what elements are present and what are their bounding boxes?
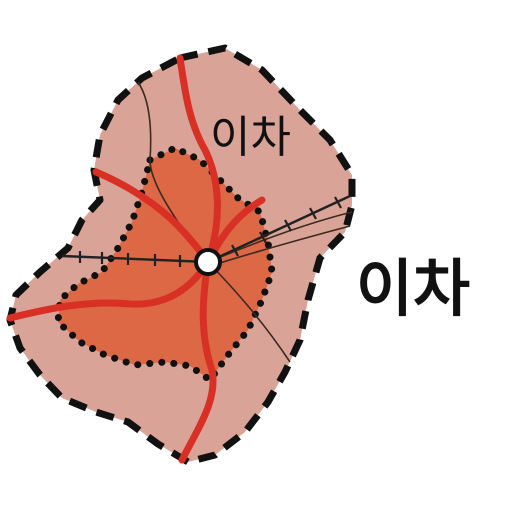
- center-node: [194, 248, 222, 276]
- outer-zone-label: 이차: [356, 252, 471, 325]
- major-road-north: [176, 54, 221, 266]
- railway-east: [207, 194, 351, 264]
- major-road-south: [178, 258, 217, 464]
- railway-west: [61, 254, 209, 264]
- railway-ticks: [78, 196, 342, 267]
- inner-zone-label: 이차: [210, 112, 291, 163]
- major-road-west: [6, 258, 212, 322]
- major-road-northwest: [92, 168, 212, 266]
- railways: [61, 194, 351, 267]
